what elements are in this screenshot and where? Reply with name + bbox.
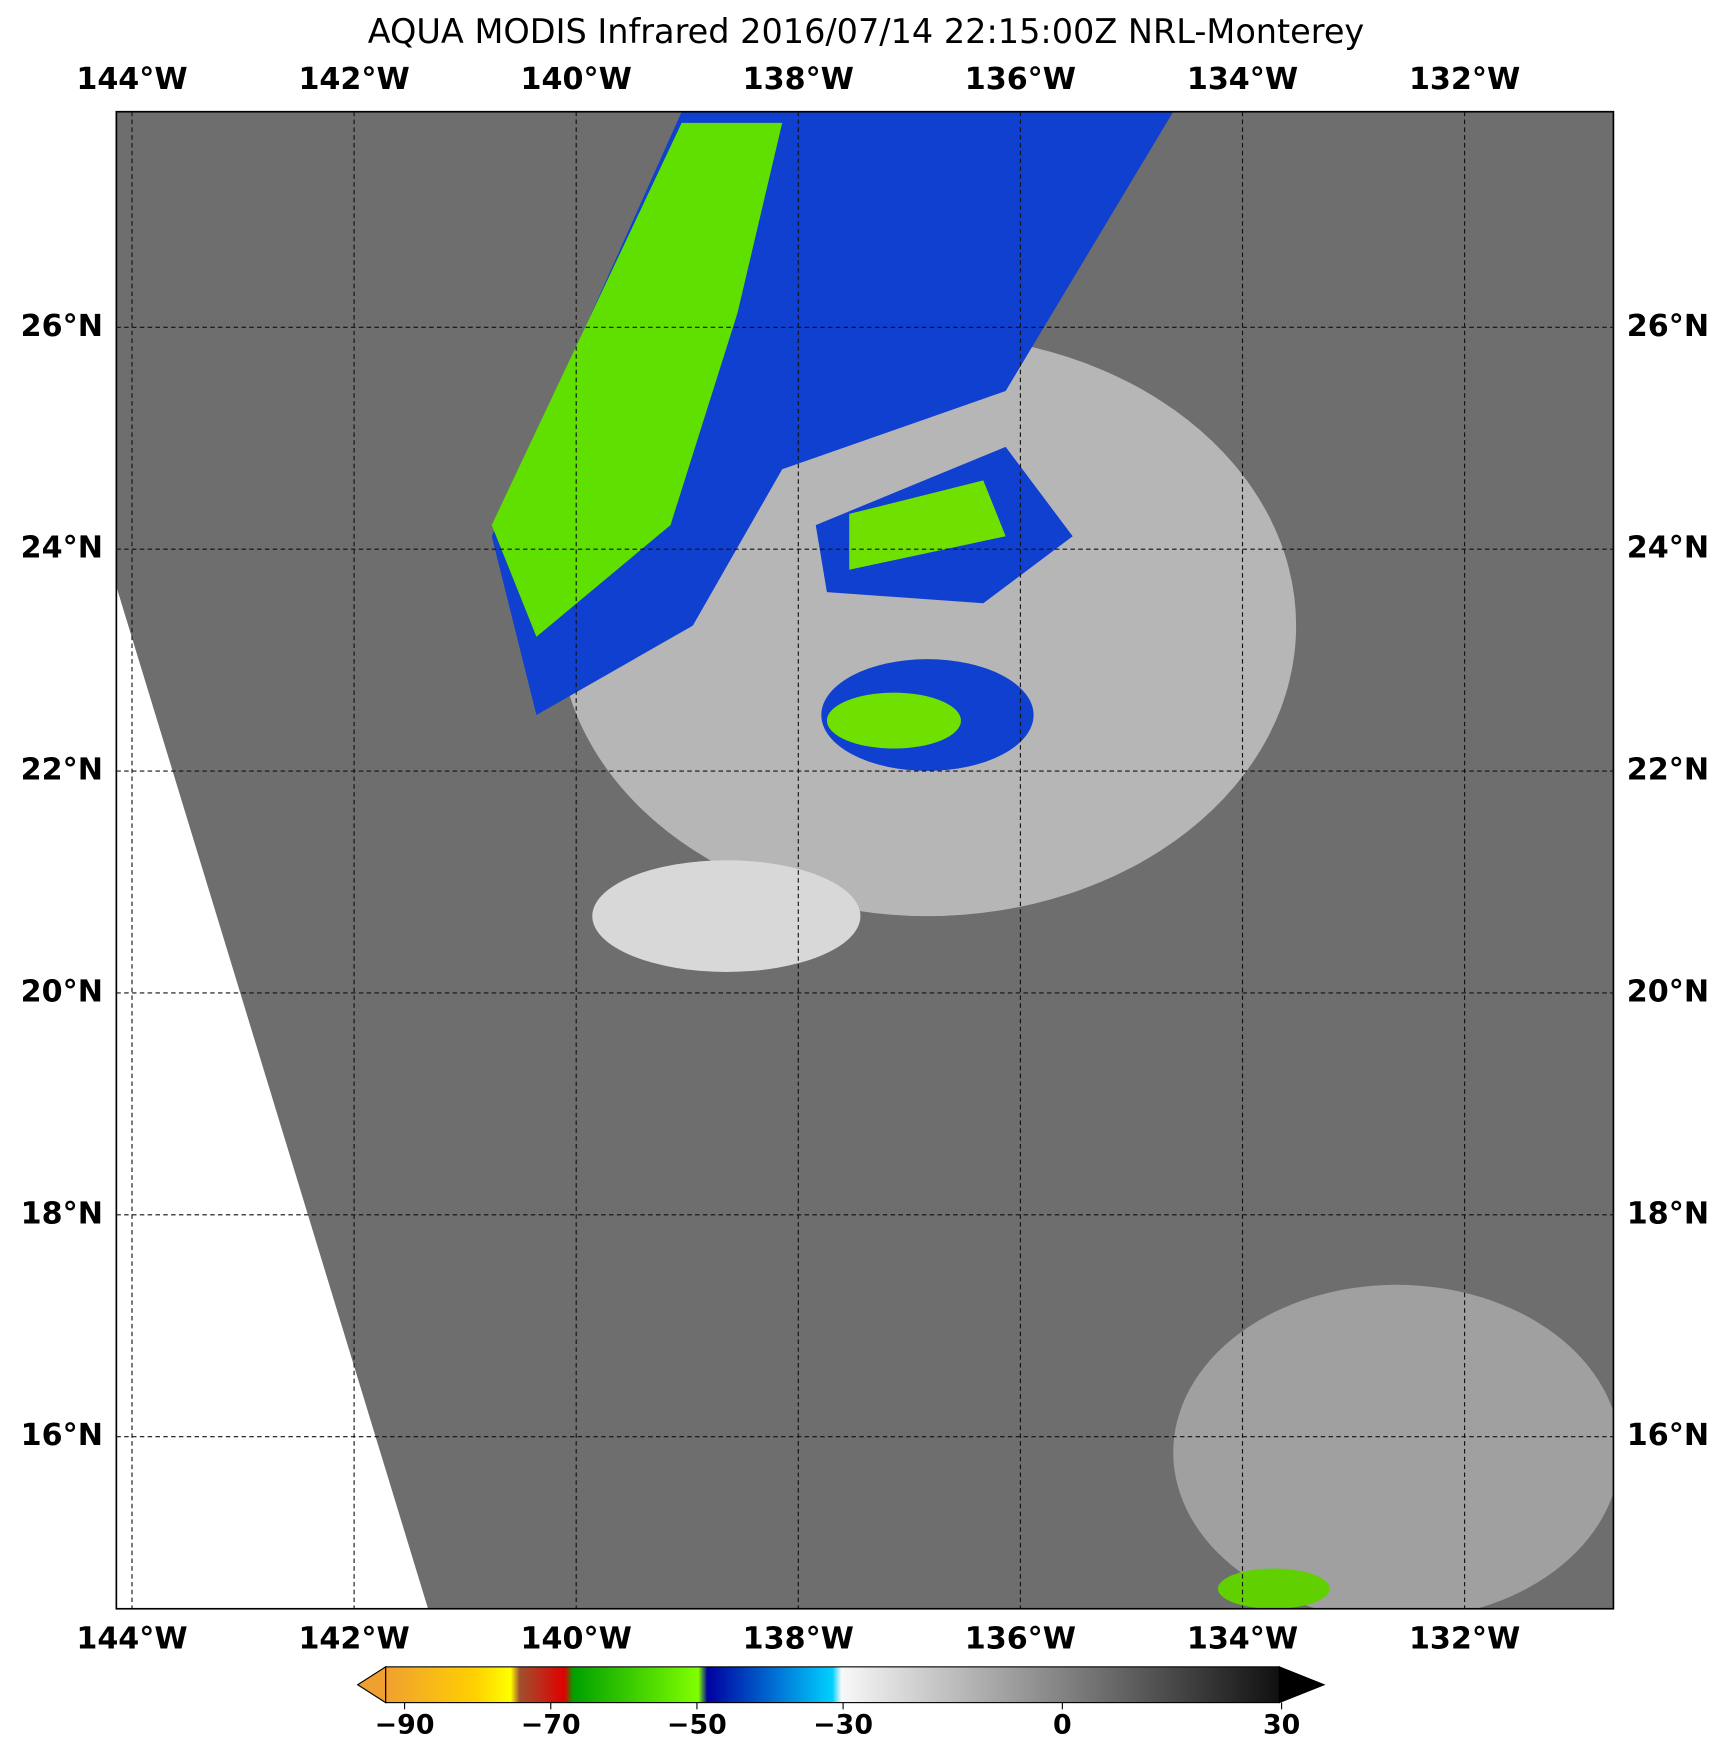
lon-label-bottom: 142°W — [298, 1622, 409, 1657]
colorbar-tick-label: 0 — [1053, 1710, 1072, 1741]
lon-label-top: 136°W — [965, 62, 1076, 97]
colorbar-tick-label: −70 — [521, 1710, 581, 1741]
lat-label-left: 18°N — [21, 1196, 103, 1231]
lat-label-left: 22°N — [21, 753, 103, 788]
lat-label-right: 22°N — [1627, 753, 1709, 788]
lon-label-bottom: 134°W — [1187, 1622, 1298, 1657]
colorbar-extend-low — [356, 1665, 387, 1704]
lat-label-left: 20°N — [21, 974, 103, 1009]
lon-label-bottom: 144°W — [76, 1622, 187, 1657]
colorbar — [385, 1666, 1280, 1704]
lat-label-left: 24°N — [21, 531, 103, 566]
colorbar-tick-label: 30 — [1263, 1710, 1300, 1741]
lat-label-right: 16°N — [1627, 1418, 1709, 1453]
colorbar-tick-label: −90 — [375, 1710, 435, 1741]
lon-label-top: 140°W — [521, 62, 632, 97]
lon-label-bottom: 132°W — [1409, 1622, 1520, 1657]
lat-label-right: 24°N — [1627, 531, 1709, 566]
colorbar-tick-label: −50 — [667, 1710, 727, 1741]
lon-label-top: 138°W — [743, 62, 854, 97]
lat-label-left: 16°N — [21, 1418, 103, 1453]
lat-label-right: 20°N — [1627, 974, 1709, 1009]
lon-label-bottom: 136°W — [965, 1622, 1076, 1657]
satellite-image — [116, 111, 1614, 1609]
lon-label-bottom: 140°W — [521, 1622, 632, 1657]
map-frame — [115, 110, 1615, 1610]
lon-label-top: 144°W — [76, 62, 187, 97]
lon-label-top: 142°W — [298, 62, 409, 97]
lon-label-top: 134°W — [1187, 62, 1298, 97]
map-title: AQUA MODIS Infrared 2016/07/14 22:15:00Z… — [368, 12, 1365, 51]
lat-label-right: 26°N — [1627, 309, 1709, 344]
lon-label-bottom: 138°W — [743, 1622, 854, 1657]
colorbar-extend-high — [1278, 1666, 1326, 1704]
lat-label-left: 26°N — [21, 309, 103, 344]
lon-label-top: 132°W — [1409, 62, 1520, 97]
colorbar-tick-label: −30 — [813, 1710, 873, 1741]
lat-label-right: 18°N — [1627, 1196, 1709, 1231]
